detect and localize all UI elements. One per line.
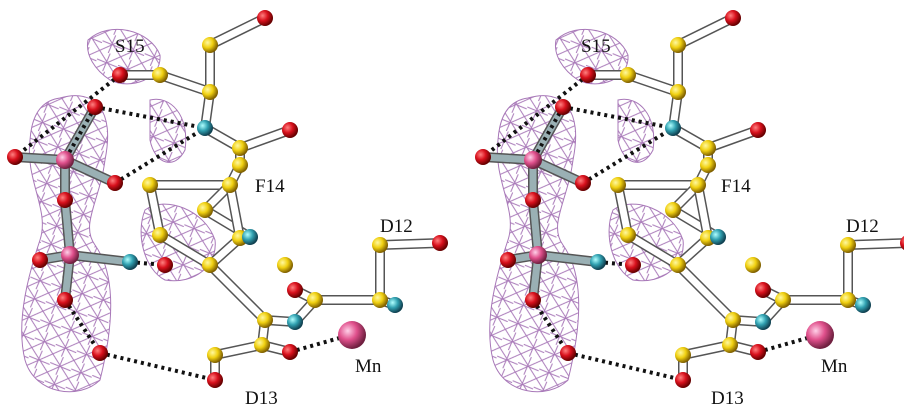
stereo-figure: S15 F14 D12 Mn D13 S15 F14 D12 Mn D13	[0, 0, 904, 411]
residue-label: Mn	[821, 356, 848, 377]
residue-label: S15	[115, 36, 145, 57]
residue-label: D12	[380, 216, 413, 237]
residue-label: S15	[581, 36, 611, 57]
residue-label: D13	[245, 388, 278, 409]
residue-label: F14	[255, 176, 285, 197]
residue-label: Mn	[355, 356, 382, 377]
left-panel	[7, 10, 448, 392]
right-panel	[475, 10, 904, 392]
residue-label: F14	[721, 176, 751, 197]
residue-label: D13	[711, 388, 744, 409]
residue-label: D12	[846, 216, 879, 237]
